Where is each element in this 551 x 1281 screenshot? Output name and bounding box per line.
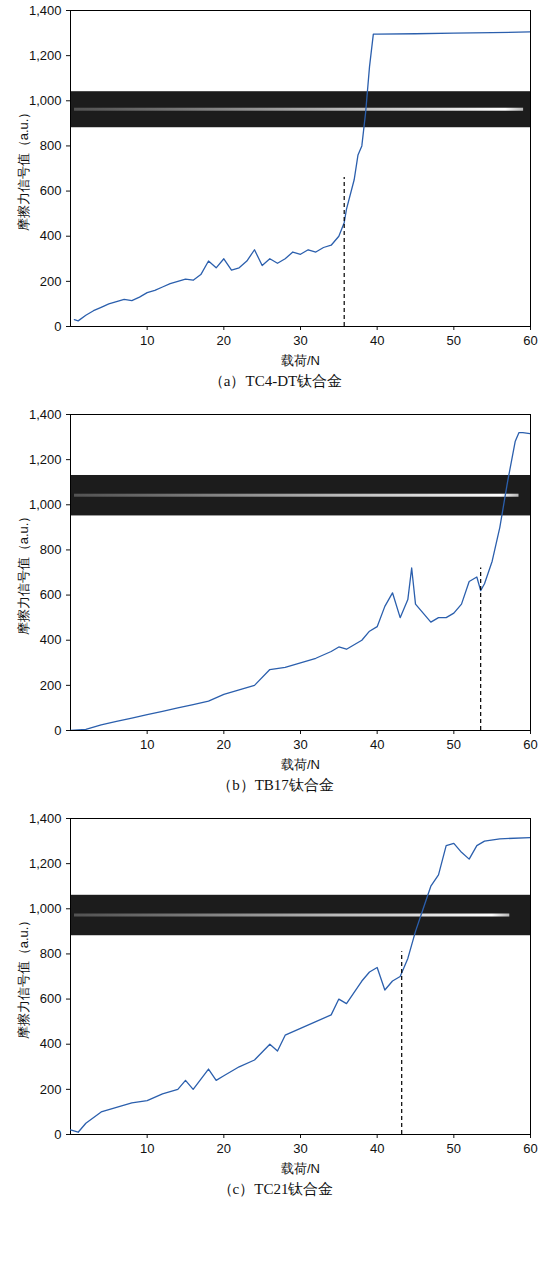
svg-text:20: 20 <box>216 1141 230 1156</box>
svg-text:10: 10 <box>139 1141 153 1156</box>
svg-text:50: 50 <box>446 1141 460 1156</box>
svg-text:800: 800 <box>39 138 61 153</box>
svg-text:1,000: 1,000 <box>28 901 61 916</box>
svg-text:10: 10 <box>139 737 153 752</box>
svg-text:400: 400 <box>39 228 61 243</box>
svg-text:800: 800 <box>39 542 61 557</box>
svg-text:1,000: 1,000 <box>28 93 61 108</box>
svg-text:30: 30 <box>293 1141 307 1156</box>
svg-text:1,200: 1,200 <box>28 48 61 63</box>
svg-text:1,400: 1,400 <box>28 407 61 422</box>
svg-text:200: 200 <box>39 1082 61 1097</box>
svg-text:30: 30 <box>293 737 307 752</box>
html-text:（c）TC21钛合金: （c）TC21钛合金 <box>217 1181 334 1197</box>
svg-text:600: 600 <box>39 991 61 1006</box>
svg-text:600: 600 <box>39 183 61 198</box>
svg-text:30: 30 <box>293 333 307 348</box>
svg-text:40: 40 <box>369 1141 383 1156</box>
svg-text:1,400: 1,400 <box>28 3 61 18</box>
svg-text:摩擦力信号值（a.u.）: 摩擦力信号值（a.u.） <box>15 510 30 636</box>
svg-text:40: 40 <box>369 737 383 752</box>
svg-text:800: 800 <box>39 946 61 961</box>
html-text:（b）TB17钛合金: （b）TB17钛合金 <box>217 777 334 793</box>
svg-text:200: 200 <box>39 274 61 289</box>
svg-text:400: 400 <box>39 1036 61 1051</box>
svg-text:60: 60 <box>523 1141 537 1156</box>
svg-text:摩擦力信号值（a.u.）: 摩擦力信号值（a.u.） <box>15 914 30 1040</box>
svg-text:60: 60 <box>523 333 537 348</box>
svg-text:50: 50 <box>446 737 460 752</box>
svg-text:载荷/N: 载荷/N <box>281 1161 320 1176</box>
svg-text:载荷/N: 载荷/N <box>281 757 320 772</box>
svg-text:1,200: 1,200 <box>28 856 61 871</box>
svg-text:1,200: 1,200 <box>28 452 61 467</box>
svg-text:1,000: 1,000 <box>28 497 61 512</box>
svg-text:40: 40 <box>369 333 383 348</box>
svg-text:摩擦力信号值（a.u.）: 摩擦力信号值（a.u.） <box>15 106 30 232</box>
svg-text:0: 0 <box>54 1127 61 1142</box>
svg-text:600: 600 <box>39 587 61 602</box>
svg-text:载荷/N: 载荷/N <box>281 353 320 368</box>
svg-text:0: 0 <box>54 723 61 738</box>
html-text:（a）TC4-DT钛合金: （a）TC4-DT钛合金 <box>208 373 343 389</box>
svg-text:20: 20 <box>216 737 230 752</box>
svg-text:200: 200 <box>39 678 61 693</box>
svg-text:1,400: 1,400 <box>28 811 61 826</box>
svg-text:0: 0 <box>54 319 61 334</box>
svg-text:50: 50 <box>446 333 460 348</box>
svg-text:20: 20 <box>216 333 230 348</box>
svg-text:400: 400 <box>39 632 61 647</box>
svg-text:60: 60 <box>523 737 537 752</box>
svg-text:10: 10 <box>139 333 153 348</box>
